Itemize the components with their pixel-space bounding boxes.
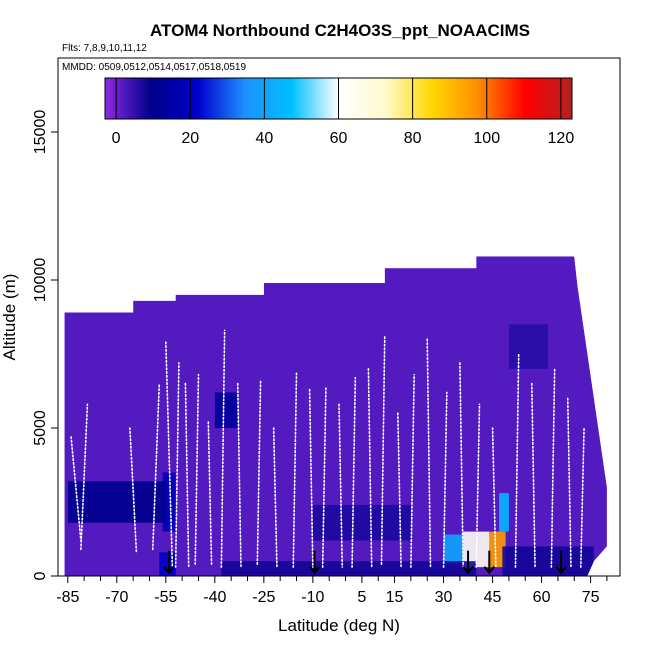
x-tick-label: -55 <box>154 589 177 606</box>
y-tick-label: 5000 <box>32 410 49 446</box>
flight-profile-line <box>351 376 357 568</box>
flight-profile-line <box>514 353 520 568</box>
marker-arrow-head <box>308 566 321 575</box>
flight-profile-line <box>579 427 585 568</box>
flight-profile-line <box>442 391 448 568</box>
flight-profile-line <box>566 397 572 568</box>
x-tick-label: -40 <box>203 589 226 606</box>
plot-area <box>64 256 607 576</box>
flight-profile-line <box>459 362 464 568</box>
coverage-background <box>64 256 607 576</box>
flight-profile-line <box>475 403 481 568</box>
enhancement-cell <box>508 324 549 369</box>
colorbar-tick-label: 120 <box>548 130 575 147</box>
y-axis-label: Altitude (m) <box>0 274 19 361</box>
flight-profile-line <box>338 403 344 568</box>
flight-profile-line <box>256 379 262 565</box>
colorbar-tick-label: 100 <box>473 130 500 147</box>
colorbar-tick-label: 80 <box>404 130 422 147</box>
x-axis-label: Latitude (deg N) <box>278 616 400 635</box>
flight-profile-line <box>367 367 373 568</box>
colorbar: 0 20 40 60 80 100 120 <box>104 77 575 147</box>
flight-profile-line <box>397 412 402 568</box>
marker-arrow-head <box>163 566 175 575</box>
flight-profile-line <box>272 427 278 568</box>
marker-arrows <box>163 550 567 575</box>
x-tick-label: 45 <box>484 589 502 606</box>
x-tick-label: 75 <box>582 589 600 606</box>
enhancement-cell <box>221 561 477 576</box>
flight-profile-line <box>321 385 327 568</box>
flight-profile-line <box>165 341 174 568</box>
x-tick-label: 15 <box>386 589 404 606</box>
enhancement-cell <box>159 552 176 576</box>
y-tick-label: 15000 <box>32 110 49 155</box>
colorbar-tick-label: 0 <box>112 130 121 147</box>
enhancement-cell <box>489 531 506 568</box>
enhancement-cell <box>443 534 464 565</box>
enhancement-cell <box>499 493 509 532</box>
enhancement-cell <box>502 546 594 576</box>
chart-title: ATOM4 Northbound C2H4O3S_ppt_NOAACIMS <box>150 21 530 40</box>
x-tick-label: -70 <box>105 589 128 606</box>
y-tick-label: 10000 <box>32 258 49 303</box>
y-axis: 0 5000 10000 15000 <box>32 110 58 580</box>
marker-arrow-head <box>555 566 567 575</box>
coverage-field <box>64 256 607 576</box>
flight-profile-line <box>530 382 536 568</box>
flight-profile-line <box>184 382 190 568</box>
flight-profile-line <box>380 335 386 565</box>
flight-profile-line <box>174 362 180 568</box>
flight-profile-line <box>308 388 314 568</box>
enhancement-cell <box>312 504 411 541</box>
flight-profile-line <box>550 367 556 568</box>
chart-subtitle-flights: Flts: 7,8,9,10,11,12 <box>62 43 147 54</box>
plot-border <box>57 57 621 577</box>
colorbar-tick-label: 20 <box>181 130 199 147</box>
flight-profile-line <box>410 373 415 568</box>
flight-profile-line <box>151 382 161 551</box>
flight-profile-line <box>129 427 138 554</box>
x-tick-label: -10 <box>301 589 324 606</box>
x-tick-label: 60 <box>533 589 551 606</box>
flight-profile-line <box>491 427 497 568</box>
x-tick-label: 30 <box>435 589 453 606</box>
marker-arrow-head <box>462 566 474 575</box>
x-tick-label: -25 <box>252 589 275 606</box>
colorbar-tick-label: 40 <box>255 130 273 147</box>
x-tick-label: -85 <box>56 589 79 606</box>
flight-profile-line <box>292 370 298 568</box>
flight-profile-line <box>194 373 200 565</box>
flight-profile-line <box>80 403 89 551</box>
y-tick-label: 0 <box>32 571 49 580</box>
flight-profile-line <box>426 338 432 568</box>
x-axis: -85 -70 -55 -40 -25 -10 5 15 30 45 60 75 <box>56 576 608 606</box>
marker-arrow-head <box>483 566 496 575</box>
flight-profile-line <box>236 382 242 568</box>
enhancement-cell <box>214 392 238 428</box>
flight-profile-line <box>220 329 226 568</box>
flight-profile-line <box>70 436 82 542</box>
x-tick-label: 5 <box>357 589 366 606</box>
colorbar-tick-label: 60 <box>330 130 348 147</box>
chart-subtitle-dates: MMDD: 0509,0512,0514,0517,0518,0519 <box>62 62 246 73</box>
flight-profile-line <box>207 421 213 565</box>
flight-profiles <box>70 329 585 568</box>
